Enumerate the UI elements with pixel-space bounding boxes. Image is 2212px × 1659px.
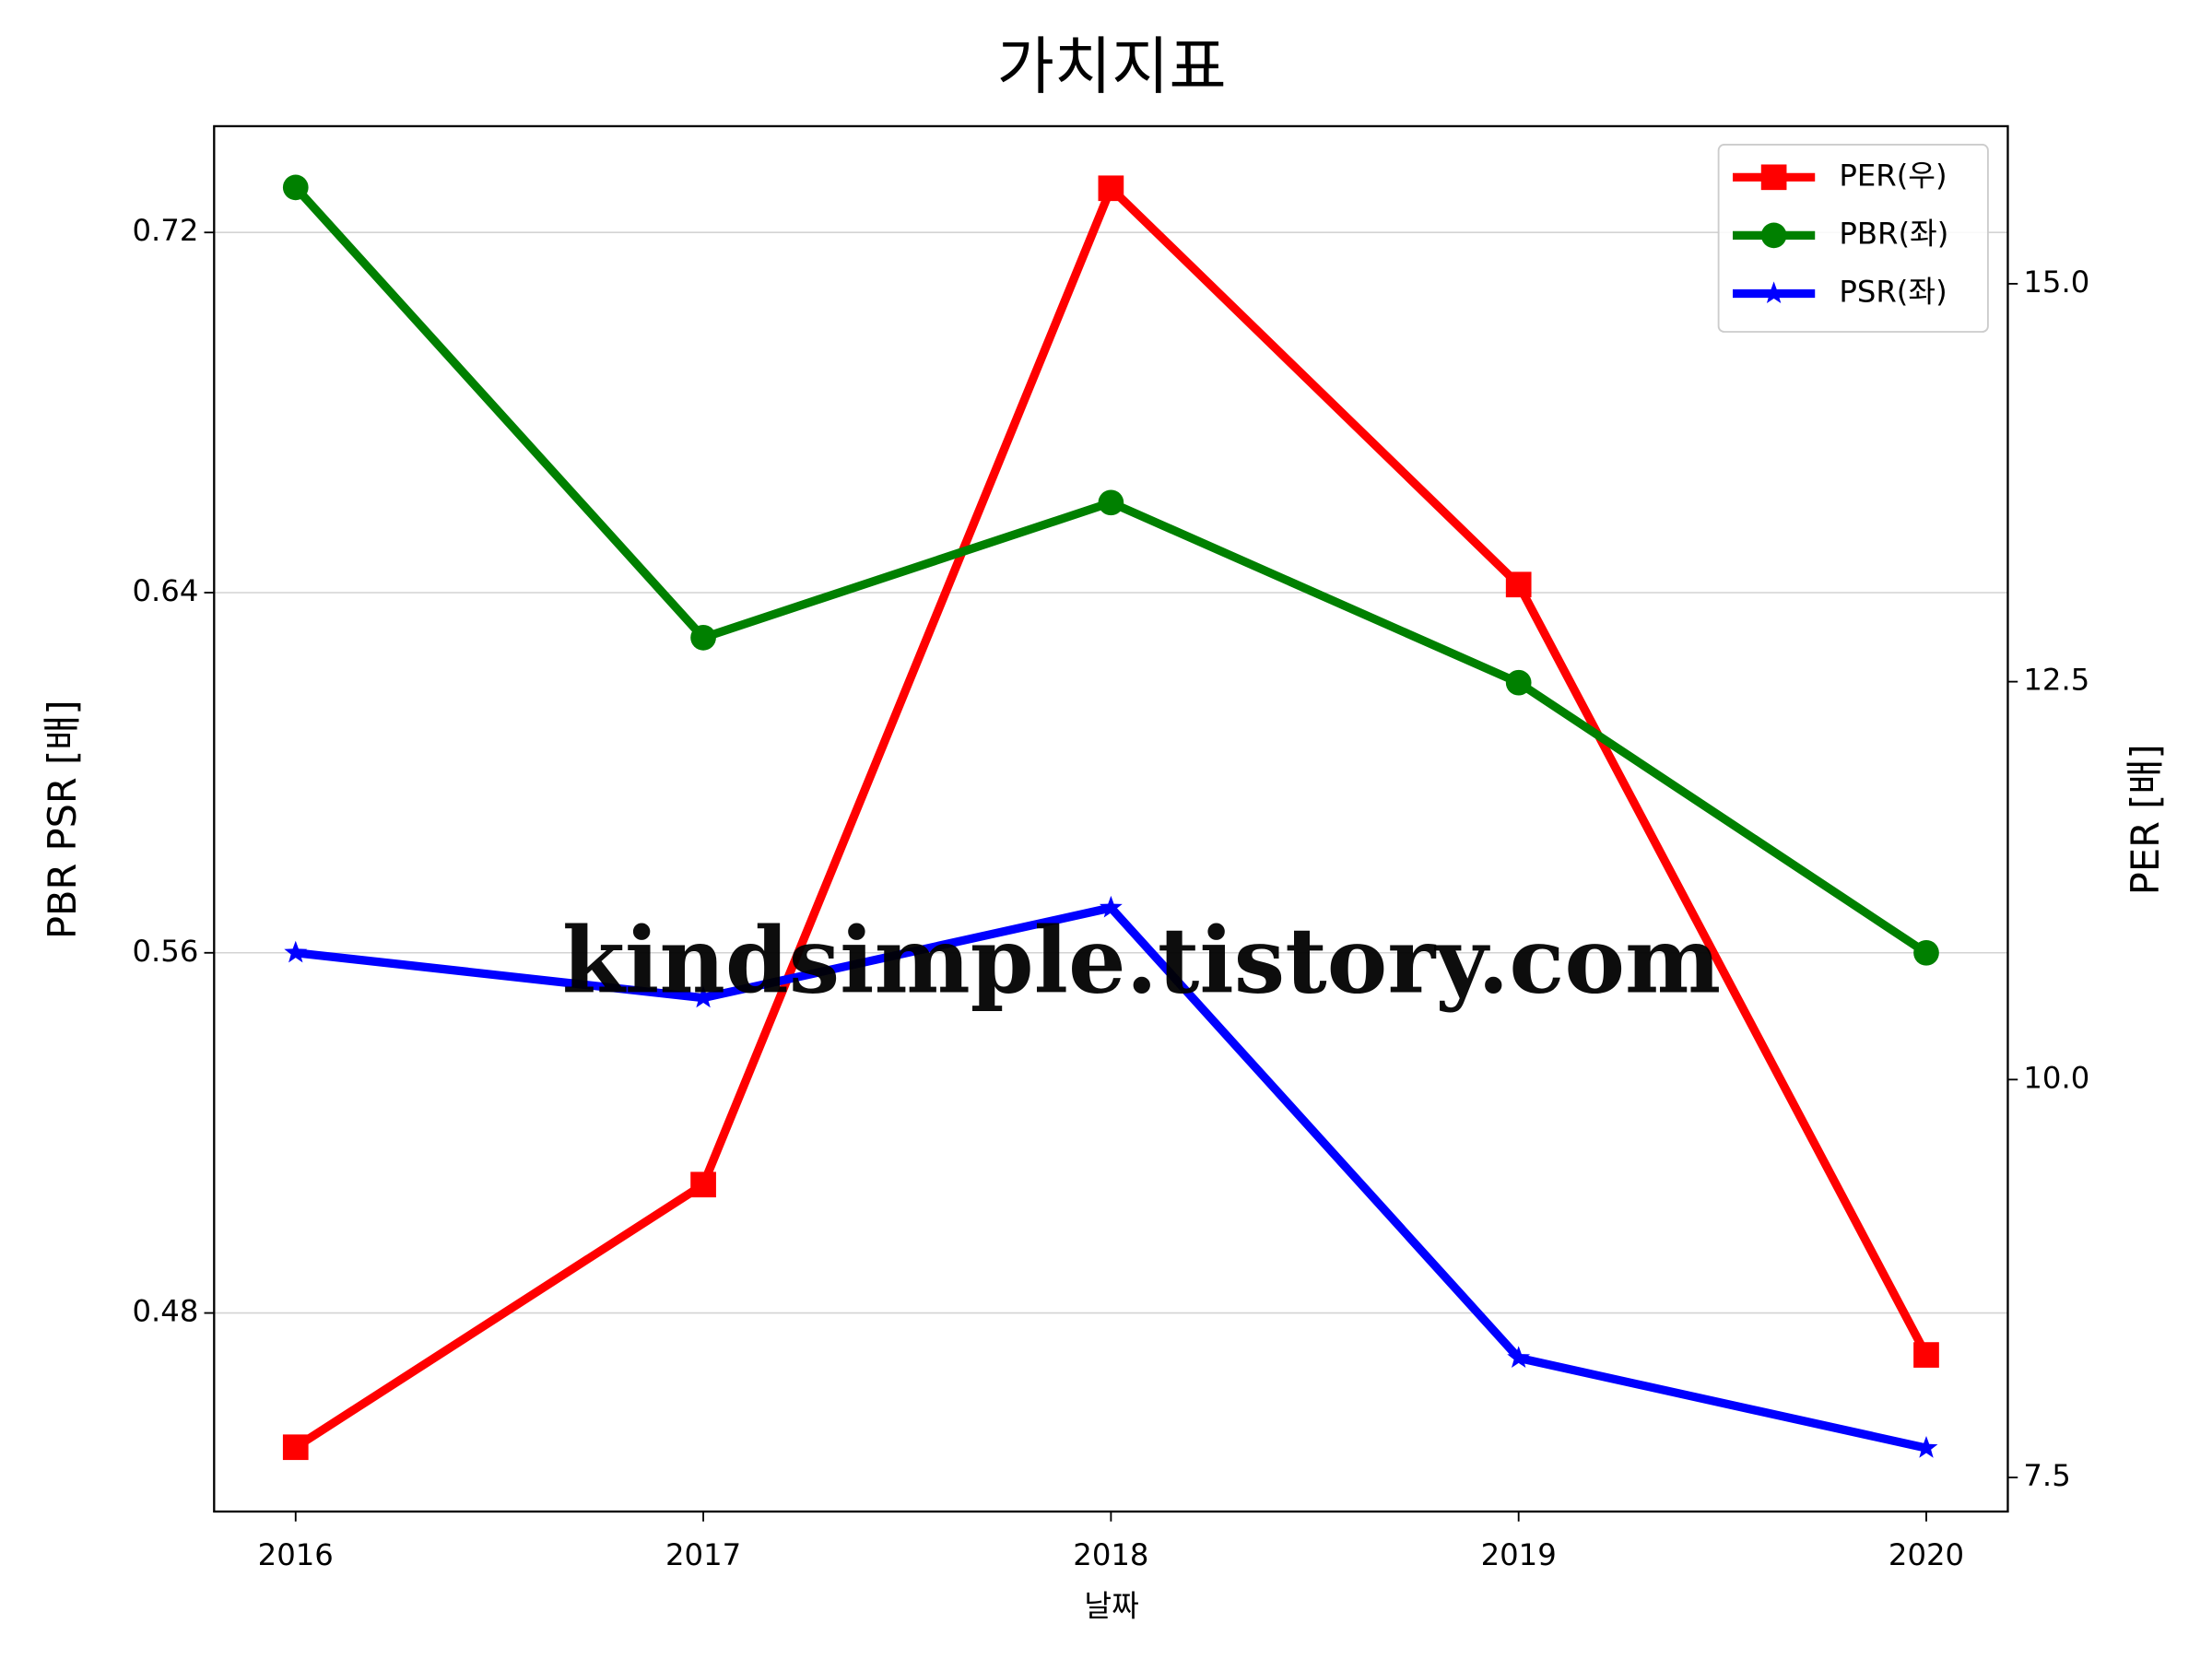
y-tick-label: 0.72 (132, 213, 198, 248)
marker-star (284, 940, 308, 963)
y-axis-label: PBR PSR [배] (40, 700, 85, 939)
y-tick-label: 0.64 (132, 573, 198, 608)
marker-circle (1505, 669, 1532, 696)
legend-label: PBR(좌) (1839, 216, 1948, 251)
y2-tick-label: 10.0 (2023, 1060, 2089, 1095)
y-tick-label: 0.56 (132, 934, 198, 969)
x-tick-label: 2017 (665, 1537, 741, 1572)
x-tick-label: 2016 (258, 1537, 334, 1572)
y2-axis-label: PER [배] (2123, 744, 2168, 895)
legend-label: PSR(좌) (1839, 274, 1947, 309)
x-axis-label: 날짜 (1084, 1589, 1138, 1624)
marker-star (1914, 1436, 1938, 1458)
x-tick-label: 2019 (1481, 1537, 1557, 1572)
y2-tick-label: 12.5 (2023, 663, 2089, 698)
watermark: kindsimple.tistory.com (562, 909, 1722, 1015)
marker-circle (282, 174, 309, 201)
y2-tick-label: 7.5 (2023, 1458, 2070, 1493)
marker-square (282, 1434, 309, 1461)
chart-title: 가치지표 (997, 29, 1227, 102)
marker-square (1760, 164, 1787, 191)
marker-circle (1760, 222, 1787, 249)
marker-star (1762, 281, 1786, 304)
marker-circle (690, 624, 716, 651)
marker-star (1507, 1346, 1531, 1368)
marker-circle (1913, 939, 1939, 966)
marker-square (1913, 1342, 1939, 1368)
marker-square (690, 1171, 716, 1198)
legend-label: PER(우) (1839, 158, 1947, 193)
marker-star (1099, 895, 1123, 918)
legend-box (1717, 144, 1989, 333)
marker-circle (1098, 489, 1124, 516)
marker-star (691, 985, 715, 1008)
y-tick-label: 0.48 (132, 1294, 198, 1329)
plot-frame (213, 124, 2009, 1513)
marker-square (1098, 175, 1124, 202)
marker-square (1505, 571, 1532, 598)
x-tick-label: 2020 (1888, 1537, 1964, 1572)
y2-tick-label: 15.0 (2023, 265, 2089, 300)
x-tick-label: 2018 (1073, 1537, 1148, 1572)
